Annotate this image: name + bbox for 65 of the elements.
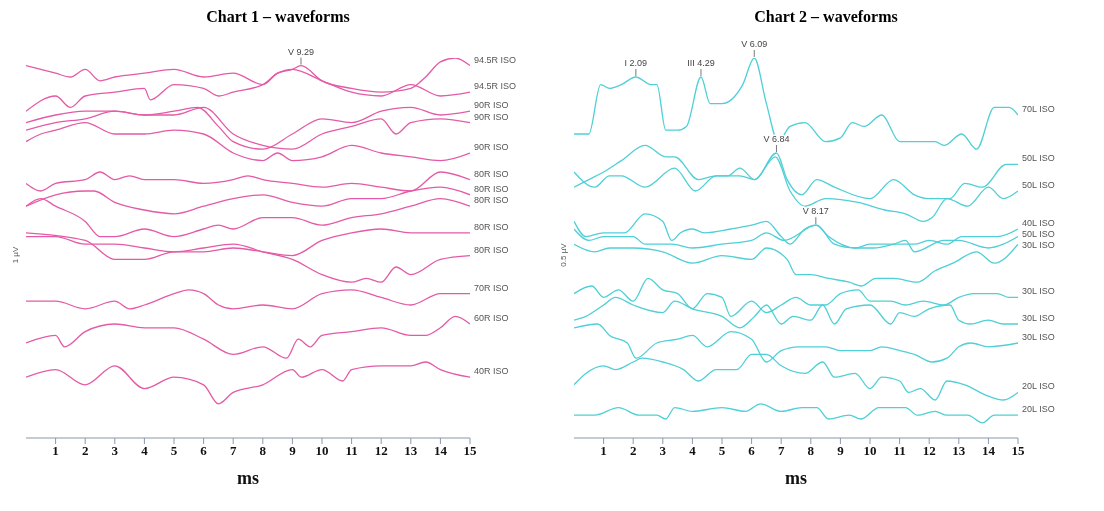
x-axis-title: ms (785, 468, 807, 488)
chart-title: Chart 1 – waveforms (205, 8, 351, 27)
x-tick-label: 7 (777, 443, 785, 459)
x-tick-label: 11 (345, 443, 358, 459)
x-tick-label: 11 (893, 443, 906, 459)
x-tick-label: 12 (922, 443, 936, 459)
annotation: V 6.09 (741, 39, 768, 49)
y-axis-title: 1 µV (10, 246, 20, 264)
x-tick-label: 3 (659, 443, 667, 459)
x-tick-label: 15 (463, 443, 477, 459)
annotation: III 4.29 (687, 58, 715, 68)
x-tick-label: 4 (689, 443, 697, 459)
series-label: 30L ISO (1022, 332, 1055, 342)
x-tick-label: 4 (141, 443, 149, 459)
x-tick-label: 5 (718, 443, 726, 459)
x-tick-label: 3 (111, 443, 119, 459)
x-tick-label: 1 (52, 443, 59, 459)
x-tick-label: 15 (1011, 443, 1025, 459)
series-label: 40L ISO (1022, 218, 1055, 228)
x-tick-label: 6 (748, 443, 756, 459)
annotation: V 9.29 (287, 46, 314, 57)
series-label: 90R ISO (474, 100, 509, 111)
x-tick-label: 13 (952, 443, 966, 459)
series-label: 30L ISO (1022, 240, 1055, 250)
series-label: 40R ISO (474, 366, 509, 377)
series-label: 50L ISO (1022, 153, 1055, 164)
series-label: 80R ISO (474, 168, 509, 179)
x-tick-label: 6 (200, 443, 208, 459)
series-label: 70R ISO (474, 282, 509, 293)
x-tick-label: 9 (837, 443, 845, 459)
series-label: 50L ISO (1022, 229, 1055, 239)
series-label: 94.5R ISO (474, 54, 517, 65)
series-label: 80R ISO (474, 183, 509, 194)
x-tick-label: 10 (863, 443, 877, 459)
x-tick-label: 9 (289, 443, 297, 459)
series-label: 80R ISO (474, 221, 509, 232)
chart-title: Chart 2 – waveforms (753, 8, 899, 27)
series-label: 20L ISO (1022, 381, 1055, 392)
x-tick-label: 2 (81, 443, 89, 459)
series-label: 80R ISO (474, 244, 509, 255)
x-tick-label: 7 (229, 443, 237, 459)
series-label: 50L ISO (1022, 180, 1055, 190)
series-label: 30L ISO (1022, 313, 1055, 323)
x-tick-label: 1 (600, 443, 607, 459)
y-axis-title: 0.5 µV (558, 243, 568, 267)
annotation: I 2.09 (624, 58, 648, 68)
x-tick-label: 8 (259, 443, 267, 459)
series-label: 20L ISO (1022, 404, 1055, 415)
series-label: 70L ISO (1022, 104, 1055, 114)
series-label: 94.5R ISO (474, 81, 517, 92)
x-tick-label: 12 (374, 443, 388, 459)
x-tick-label: 14 (981, 443, 996, 459)
series-label: 90R ISO (474, 142, 509, 152)
x-tick-label: 14 (433, 443, 448, 459)
x-tick-label: 13 (404, 443, 418, 459)
x-tick-label: 2 (629, 443, 637, 459)
x-tick-label: 5 (170, 443, 178, 459)
series-label: 90R ISO (474, 111, 509, 122)
x-tick-label: 10 (315, 443, 329, 459)
annotation: V 8.17 (802, 206, 829, 217)
x-tick-label: 8 (807, 443, 815, 459)
x-axis-title: ms (237, 468, 259, 488)
series-label: 30L ISO (1022, 286, 1055, 297)
series-label: 60R ISO (474, 313, 509, 323)
series-label: 80R ISO (474, 195, 509, 206)
